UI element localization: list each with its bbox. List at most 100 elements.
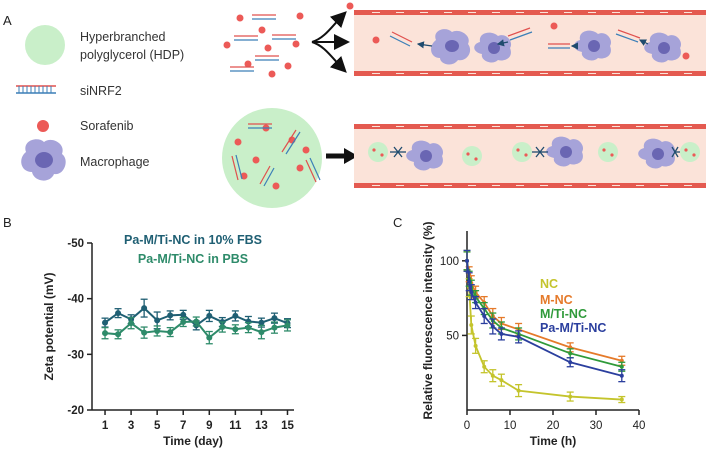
- nanoparticle-icon: [462, 146, 482, 166]
- data-point: [284, 322, 291, 329]
- legend-hdp: Hyperbranched polyglycerol (HDP): [25, 25, 184, 65]
- data-point: [102, 330, 109, 337]
- x-tick-label: 15: [281, 420, 294, 432]
- data-point: [499, 331, 504, 336]
- data-point: [490, 373, 495, 378]
- data-point: [619, 373, 624, 378]
- nanoparticle-icon: [680, 142, 700, 162]
- hdp-nanocarrier: [222, 108, 322, 208]
- panel-label-c: C: [393, 215, 402, 230]
- legend-sirna: siNRF2: [16, 84, 122, 98]
- macrophage-icon: [431, 29, 471, 65]
- data-point: [473, 343, 478, 348]
- data-point: [568, 360, 573, 365]
- y-tick-label: 50: [446, 330, 459, 342]
- y-axis-label: Relative fluorescence intensity (%): [421, 221, 435, 419]
- macrophage-icon: [638, 138, 676, 169]
- data-point: [102, 319, 109, 326]
- macrophage-icon: [644, 32, 682, 63]
- data-point: [473, 300, 478, 305]
- data-point: [258, 319, 265, 326]
- macrophage-icon: [406, 140, 444, 171]
- data-point: [619, 364, 624, 369]
- series-line: [466, 260, 623, 377]
- data-point: [469, 290, 474, 295]
- blood-vessel-bottom: [354, 124, 706, 188]
- data-point: [180, 319, 187, 326]
- y-tick-label: -40: [67, 294, 84, 306]
- data-point: [465, 258, 469, 263]
- free-drug-mixture: [223, 12, 304, 78]
- series-legend-label: M/Ti-NC: [540, 307, 587, 321]
- data-point: [180, 311, 187, 318]
- escaped-drug-dot: [346, 2, 354, 10]
- y-axis-label: Zeta potential (mV): [42, 272, 56, 380]
- data-point: [467, 279, 472, 284]
- series-legend-label: M-NC: [540, 293, 573, 307]
- data-point: [568, 351, 573, 356]
- data-point: [206, 312, 213, 319]
- y-tick-label: -50: [67, 238, 84, 250]
- legend-macrophage-label: Macrophage: [80, 155, 150, 169]
- sirna-icon: [16, 85, 56, 94]
- data-point: [258, 329, 265, 336]
- series-legend-label: Pa-M/Ti-NC in 10% FBS: [124, 233, 262, 247]
- x-tick-label: 9: [206, 420, 212, 432]
- fluorescence-chart: 50 100 0 10 20 30 40 Time (h) Relative fluoresce…: [421, 221, 645, 448]
- nanoparticle-icon: [368, 142, 388, 162]
- delivery-arrow-head: [344, 148, 358, 164]
- hdp-sphere-icon: [25, 25, 65, 65]
- data-point: [154, 327, 161, 334]
- data-point: [115, 310, 122, 317]
- blood-vessel-top: [354, 10, 706, 76]
- panel-label-b: B: [3, 215, 12, 230]
- x-tick-label: 1: [102, 420, 109, 432]
- data-point: [206, 334, 213, 341]
- data-point: [128, 320, 135, 327]
- data-point: [482, 364, 487, 369]
- x-tick-label: 13: [255, 420, 268, 432]
- sorafenib-dot-icon: [37, 120, 49, 132]
- legend-hdp-line1: Hyperbranched: [80, 30, 166, 44]
- data-point: [490, 324, 495, 329]
- x-tick-label: 3: [128, 420, 134, 432]
- legend-sorafenib: Sorafenib: [37, 119, 134, 133]
- series-legend-label: Pa-M/Ti-NC: [540, 321, 606, 335]
- series-legend-label: Pa-M/Ti-NC in PBS: [138, 252, 248, 266]
- nanoparticle-icon: [512, 142, 532, 162]
- nanoparticle-icon: [598, 142, 618, 162]
- data-point: [232, 326, 239, 333]
- legend-hdp-line2: polyglycerol (HDP): [80, 48, 184, 62]
- x-axis-label: Time (h): [530, 434, 576, 448]
- data-point: [271, 324, 278, 331]
- x-tick-label: 30: [590, 420, 603, 432]
- data-point: [482, 314, 487, 319]
- data-point: [499, 378, 504, 383]
- x-tick-label: 10: [504, 420, 517, 432]
- x-tick-label: 20: [547, 420, 560, 432]
- data-point: [469, 322, 474, 327]
- data-point: [516, 334, 521, 339]
- data-point: [141, 305, 148, 312]
- y-tick-label: -30: [67, 349, 84, 361]
- x-axis-label: Time (day): [163, 434, 223, 448]
- data-point: [167, 312, 174, 319]
- x-tick-label: 11: [229, 420, 242, 432]
- data-point: [619, 397, 624, 402]
- data-point: [568, 394, 573, 399]
- y-tick-label: 100: [440, 256, 459, 268]
- split-arrows: [311, 11, 350, 73]
- data-point: [154, 317, 161, 324]
- data-point: [271, 315, 278, 322]
- data-point: [219, 324, 226, 331]
- data-point: [193, 318, 200, 325]
- data-point: [232, 312, 239, 319]
- legend-sorafenib-label: Sorafenib: [80, 119, 134, 133]
- data-point: [167, 329, 174, 336]
- series-legend-label: NC: [540, 277, 558, 291]
- x-tick-label: 40: [633, 420, 646, 432]
- data-point: [245, 324, 252, 331]
